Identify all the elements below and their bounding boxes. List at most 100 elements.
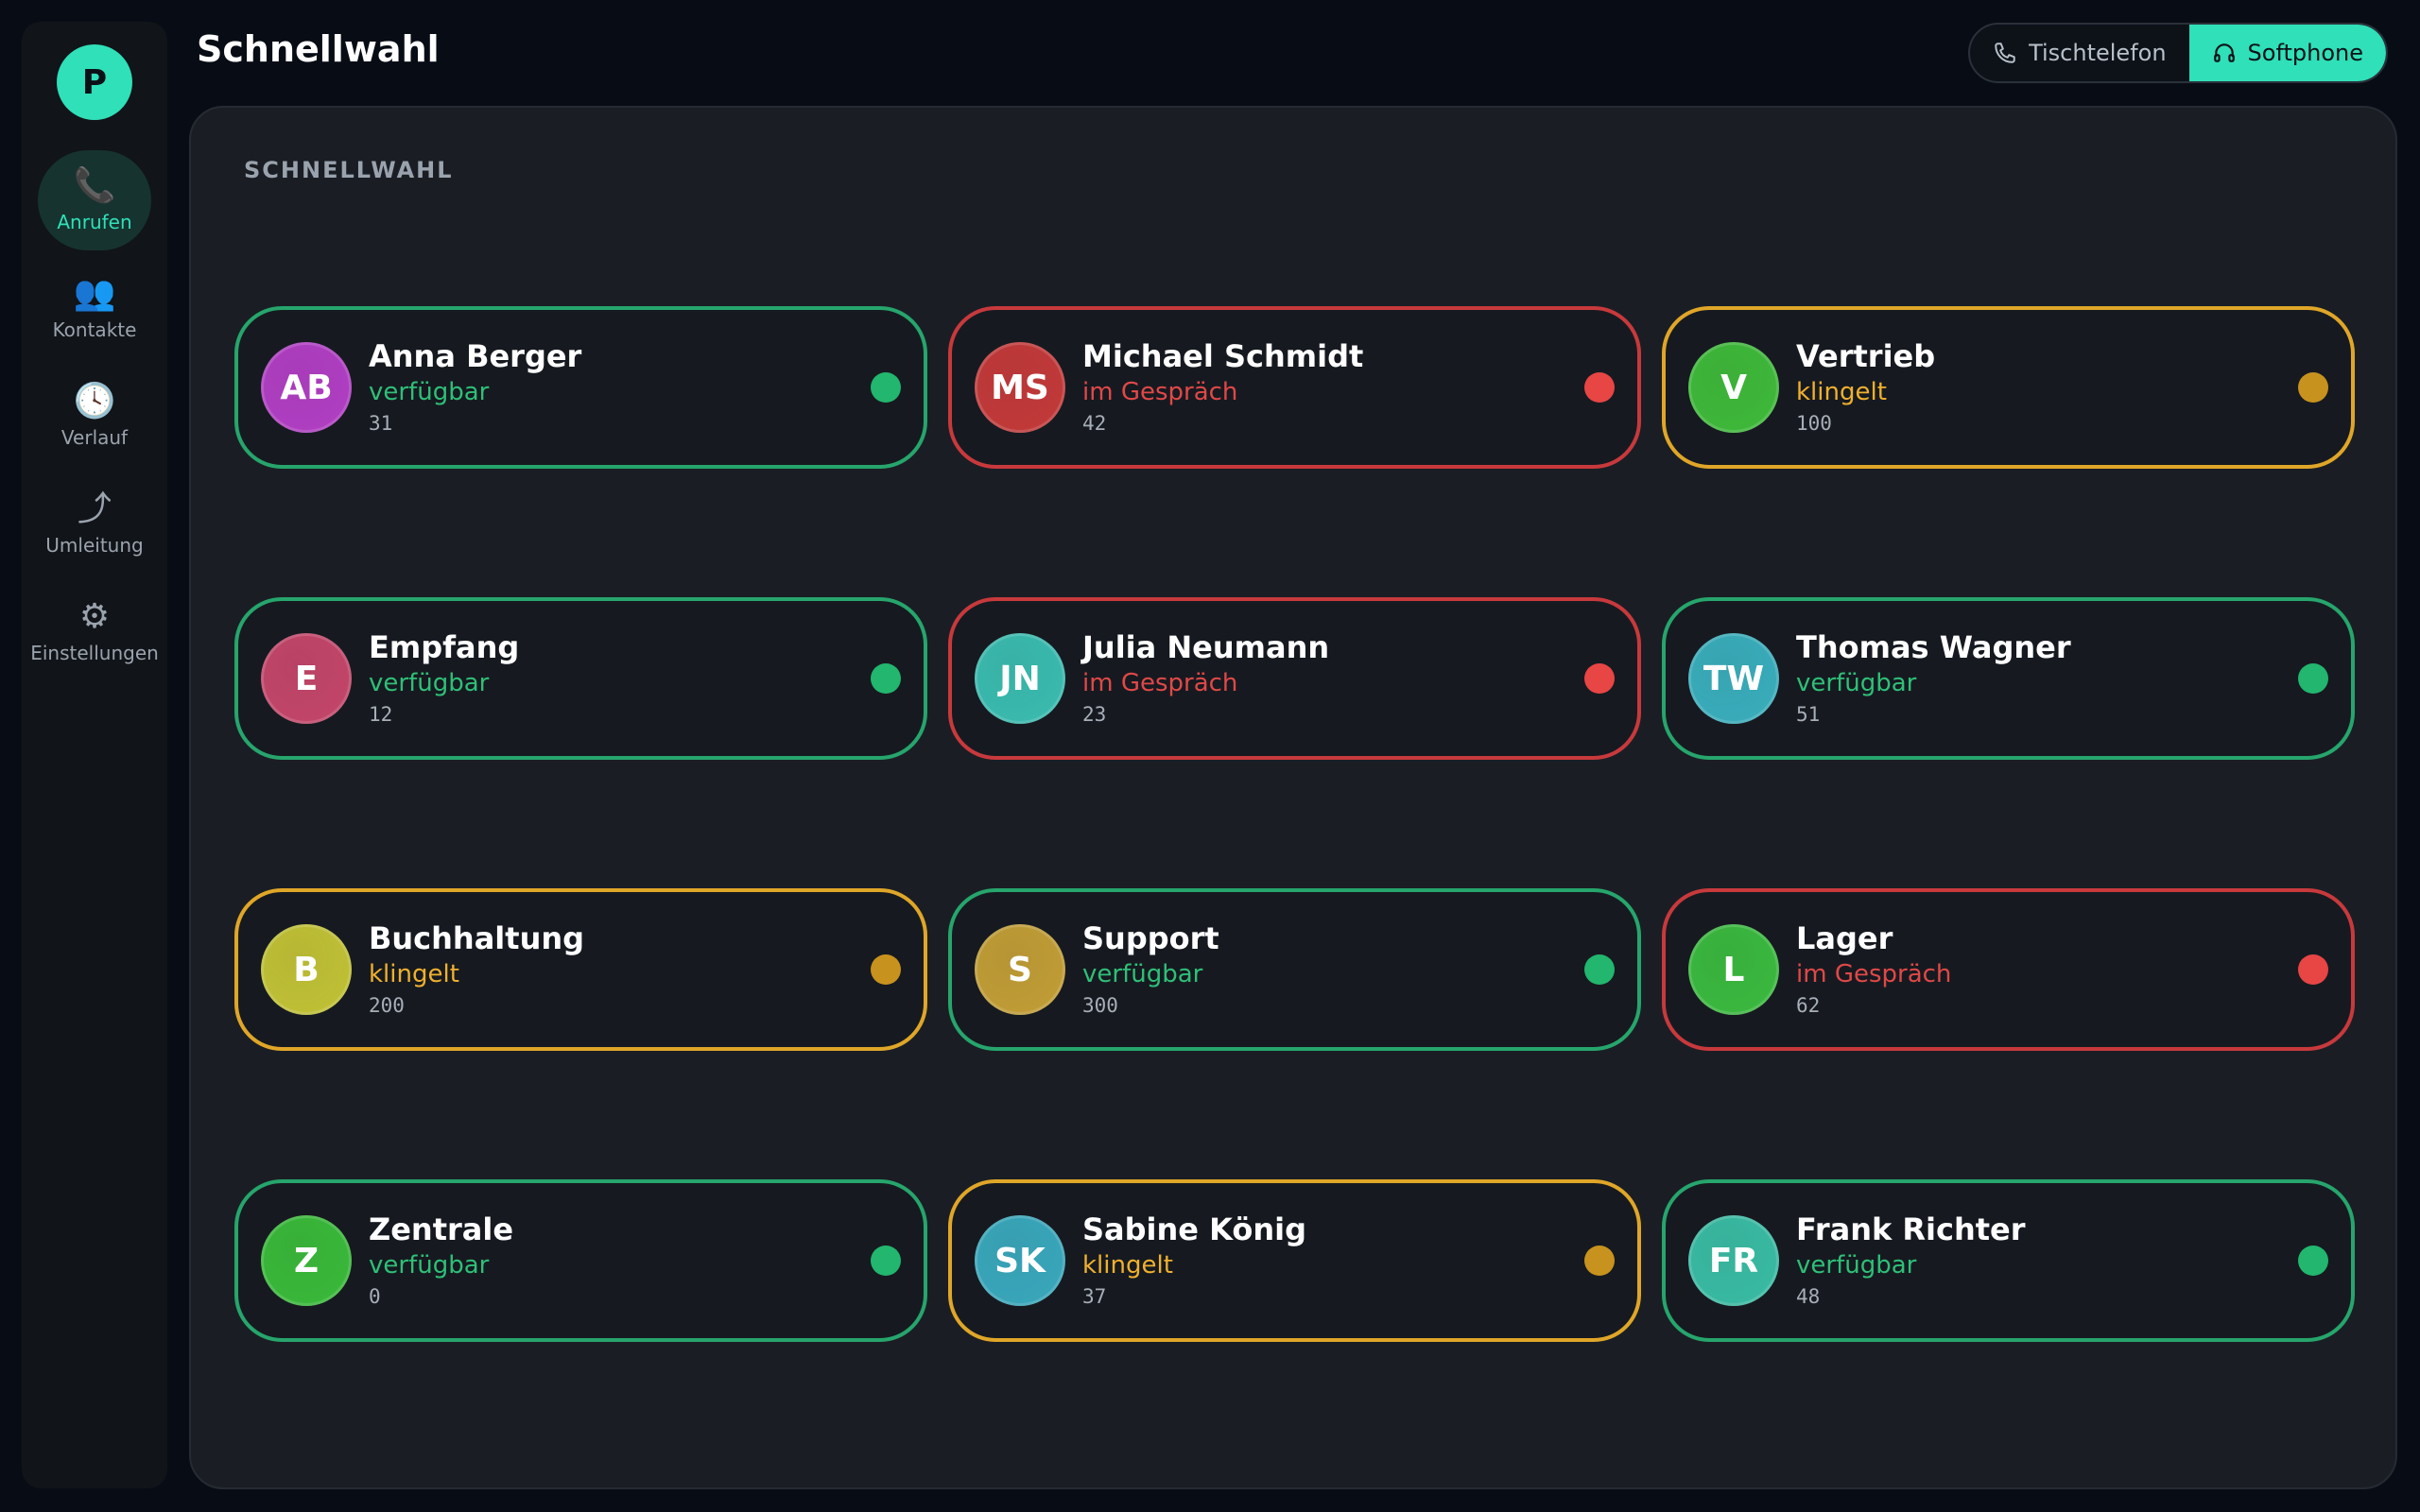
sidebar-item-label: Umleitung: [45, 534, 144, 557]
phone-handset-icon: [1995, 43, 2015, 63]
sidebar-item-label: Einstellungen: [30, 642, 159, 664]
contact-extension: 51: [1796, 703, 1821, 726]
status-indicator: [871, 1246, 901, 1276]
sidebar-item-einstellungen[interactable]: ⚙ Einstellungen: [30, 581, 159, 681]
panel-heading: SCHNELLWAHL: [244, 157, 454, 183]
speed-dial-card[interactable]: JN Julia Neumann im Gespräch 23: [948, 597, 1641, 760]
status-indicator: [2298, 372, 2328, 403]
speed-dial-card[interactable]: MS Michael Schmidt im Gespräch 42: [948, 306, 1641, 469]
status-indicator: [871, 372, 901, 403]
contact-status: verfügbar: [369, 669, 490, 697]
contact-info: Zentrale verfügbar 0: [369, 1211, 513, 1311]
contact-name: Anna Berger: [369, 338, 582, 374]
avatar: E: [261, 633, 352, 724]
avatar: AB: [261, 342, 352, 433]
contact-extension: 37: [1082, 1285, 1107, 1308]
contact-info: Julia Neumann im Gespräch 23: [1082, 628, 1329, 729]
forward-icon: ⤴: [77, 490, 112, 528]
contact-info: Empfang verfügbar 12: [369, 628, 519, 729]
avatar: FR: [1688, 1215, 1779, 1306]
page-title: Schnellwahl: [197, 28, 440, 70]
sidebar-item-verlauf[interactable]: 🕓 Verlauf: [38, 366, 151, 466]
speed-dial-card[interactable]: Z Zentrale verfügbar 0: [234, 1179, 927, 1342]
avatar: MS: [975, 342, 1065, 433]
contact-info: Frank Richter verfügbar 48: [1796, 1211, 2026, 1311]
contact-name: Julia Neumann: [1082, 629, 1330, 665]
sidebar-item-label: Verlauf: [60, 426, 129, 449]
avatar: B: [261, 924, 352, 1015]
contact-info: Vertrieb klingelt 100: [1796, 337, 1935, 438]
contact-name: Sabine König: [1082, 1211, 1307, 1247]
avatar: TW: [1688, 633, 1779, 724]
contact-extension: 31: [369, 412, 393, 435]
sidebar-item-label: Kontakte: [52, 318, 137, 341]
contact-name: Vertrieb: [1796, 338, 1936, 374]
contact-status: im Gespräch: [1082, 669, 1238, 697]
phone-icon: 📞: [73, 166, 116, 205]
contact-extension: 0: [369, 1285, 381, 1308]
contact-info: Thomas Wagner verfügbar 51: [1796, 628, 2071, 729]
contact-extension: 100: [1796, 412, 1832, 435]
avatar: Z: [261, 1215, 352, 1306]
speed-dial-panel: SCHNELLWAHL AB Anna Berger verfügbar 31 MS Mi…: [189, 106, 2397, 1489]
contact-name: Lager: [1796, 920, 1893, 956]
contact-name: Frank Richter: [1796, 1211, 2026, 1247]
avatar: JN: [975, 633, 1065, 724]
speed-dial-card[interactable]: AB Anna Berger verfügbar 31: [234, 306, 927, 469]
status-indicator: [1584, 1246, 1615, 1276]
speed-dial-card[interactable]: SK Sabine König klingelt 37: [948, 1179, 1641, 1342]
status-indicator: [1584, 954, 1615, 985]
contact-status: im Gespräch: [1796, 960, 1952, 988]
sidebar-item-anrufen[interactable]: 📞 Anrufen: [38, 150, 151, 250]
contact-info: Support verfügbar 300: [1082, 919, 1219, 1020]
avatar: SK: [975, 1215, 1065, 1306]
contact-name: Thomas Wagner: [1796, 629, 2071, 665]
speed-dial-card[interactable]: TW Thomas Wagner verfügbar 51: [1662, 597, 2355, 760]
sidebar-nav: 📞 Anrufen 👥 Kontakte 🕓 Verlauf ⤴ Umleitung ⚙ Eins…: [22, 150, 167, 681]
status-indicator: [2298, 954, 2328, 985]
speed-dial-card[interactable]: S Support verfügbar 300: [948, 888, 1641, 1051]
status-indicator: [2298, 663, 2328, 694]
speed-dial-card[interactable]: FR Frank Richter verfügbar 48: [1662, 1179, 2355, 1342]
contact-name: Empfang: [369, 629, 520, 665]
contact-status: im Gespräch: [1082, 378, 1238, 406]
sidebar-item-label: Anrufen: [57, 211, 132, 233]
sidebar-item-kontakte[interactable]: 👥 Kontakte: [38, 258, 151, 358]
contact-extension: 48: [1796, 1285, 1821, 1308]
contact-status: klingelt: [1082, 1251, 1173, 1280]
contact-name: Support: [1082, 920, 1219, 956]
contact-extension: 42: [1082, 412, 1107, 435]
speed-dial-grid: AB Anna Berger verfügbar 31 MS Michael Schmid…: [234, 306, 2356, 1342]
contact-status: klingelt: [1796, 378, 1887, 406]
contact-status: verfügbar: [1082, 960, 1203, 988]
sidebar-item-umleitung[interactable]: ⤴ Umleitung: [38, 473, 151, 574]
desk-phone-toggle[interactable]: Tischtelefon: [1970, 25, 2188, 81]
headset-icon: [2213, 43, 2235, 62]
desk-phone-label: Tischtelefon: [2029, 40, 2167, 66]
speed-dial-card[interactable]: L Lager im Gespräch 62: [1662, 888, 2355, 1051]
device-toggle: Tischtelefon Softphone: [1968, 23, 2388, 83]
contact-extension: 62: [1796, 994, 1821, 1017]
avatar: L: [1688, 924, 1779, 1015]
softphone-toggle[interactable]: Softphone: [2188, 25, 2386, 81]
status-indicator: [871, 663, 901, 694]
speed-dial-card[interactable]: B Buchhaltung klingelt 200: [234, 888, 927, 1051]
speed-dial-card[interactable]: E Empfang verfügbar 12: [234, 597, 927, 760]
gear-icon: ⚙: [78, 597, 111, 636]
status-indicator: [871, 954, 901, 985]
contact-status: klingelt: [369, 960, 459, 988]
speed-dial-card[interactable]: V Vertrieb klingelt 100: [1662, 306, 2355, 469]
app-logo[interactable]: P: [57, 44, 132, 120]
status-indicator: [1584, 663, 1615, 694]
avatar: S: [975, 924, 1065, 1015]
contact-extension: 200: [369, 994, 405, 1017]
status-indicator: [1584, 372, 1615, 403]
clock-icon: 🕓: [73, 382, 116, 421]
status-indicator: [2298, 1246, 2328, 1276]
contact-info: Michael Schmidt im Gespräch 42: [1082, 337, 1363, 438]
avatar: V: [1688, 342, 1779, 433]
contact-status: verfügbar: [369, 378, 490, 406]
softphone-label: Softphone: [2247, 40, 2363, 66]
contact-info: Buchhaltung klingelt 200: [369, 919, 584, 1020]
contacts-icon: 👥: [73, 274, 116, 313]
